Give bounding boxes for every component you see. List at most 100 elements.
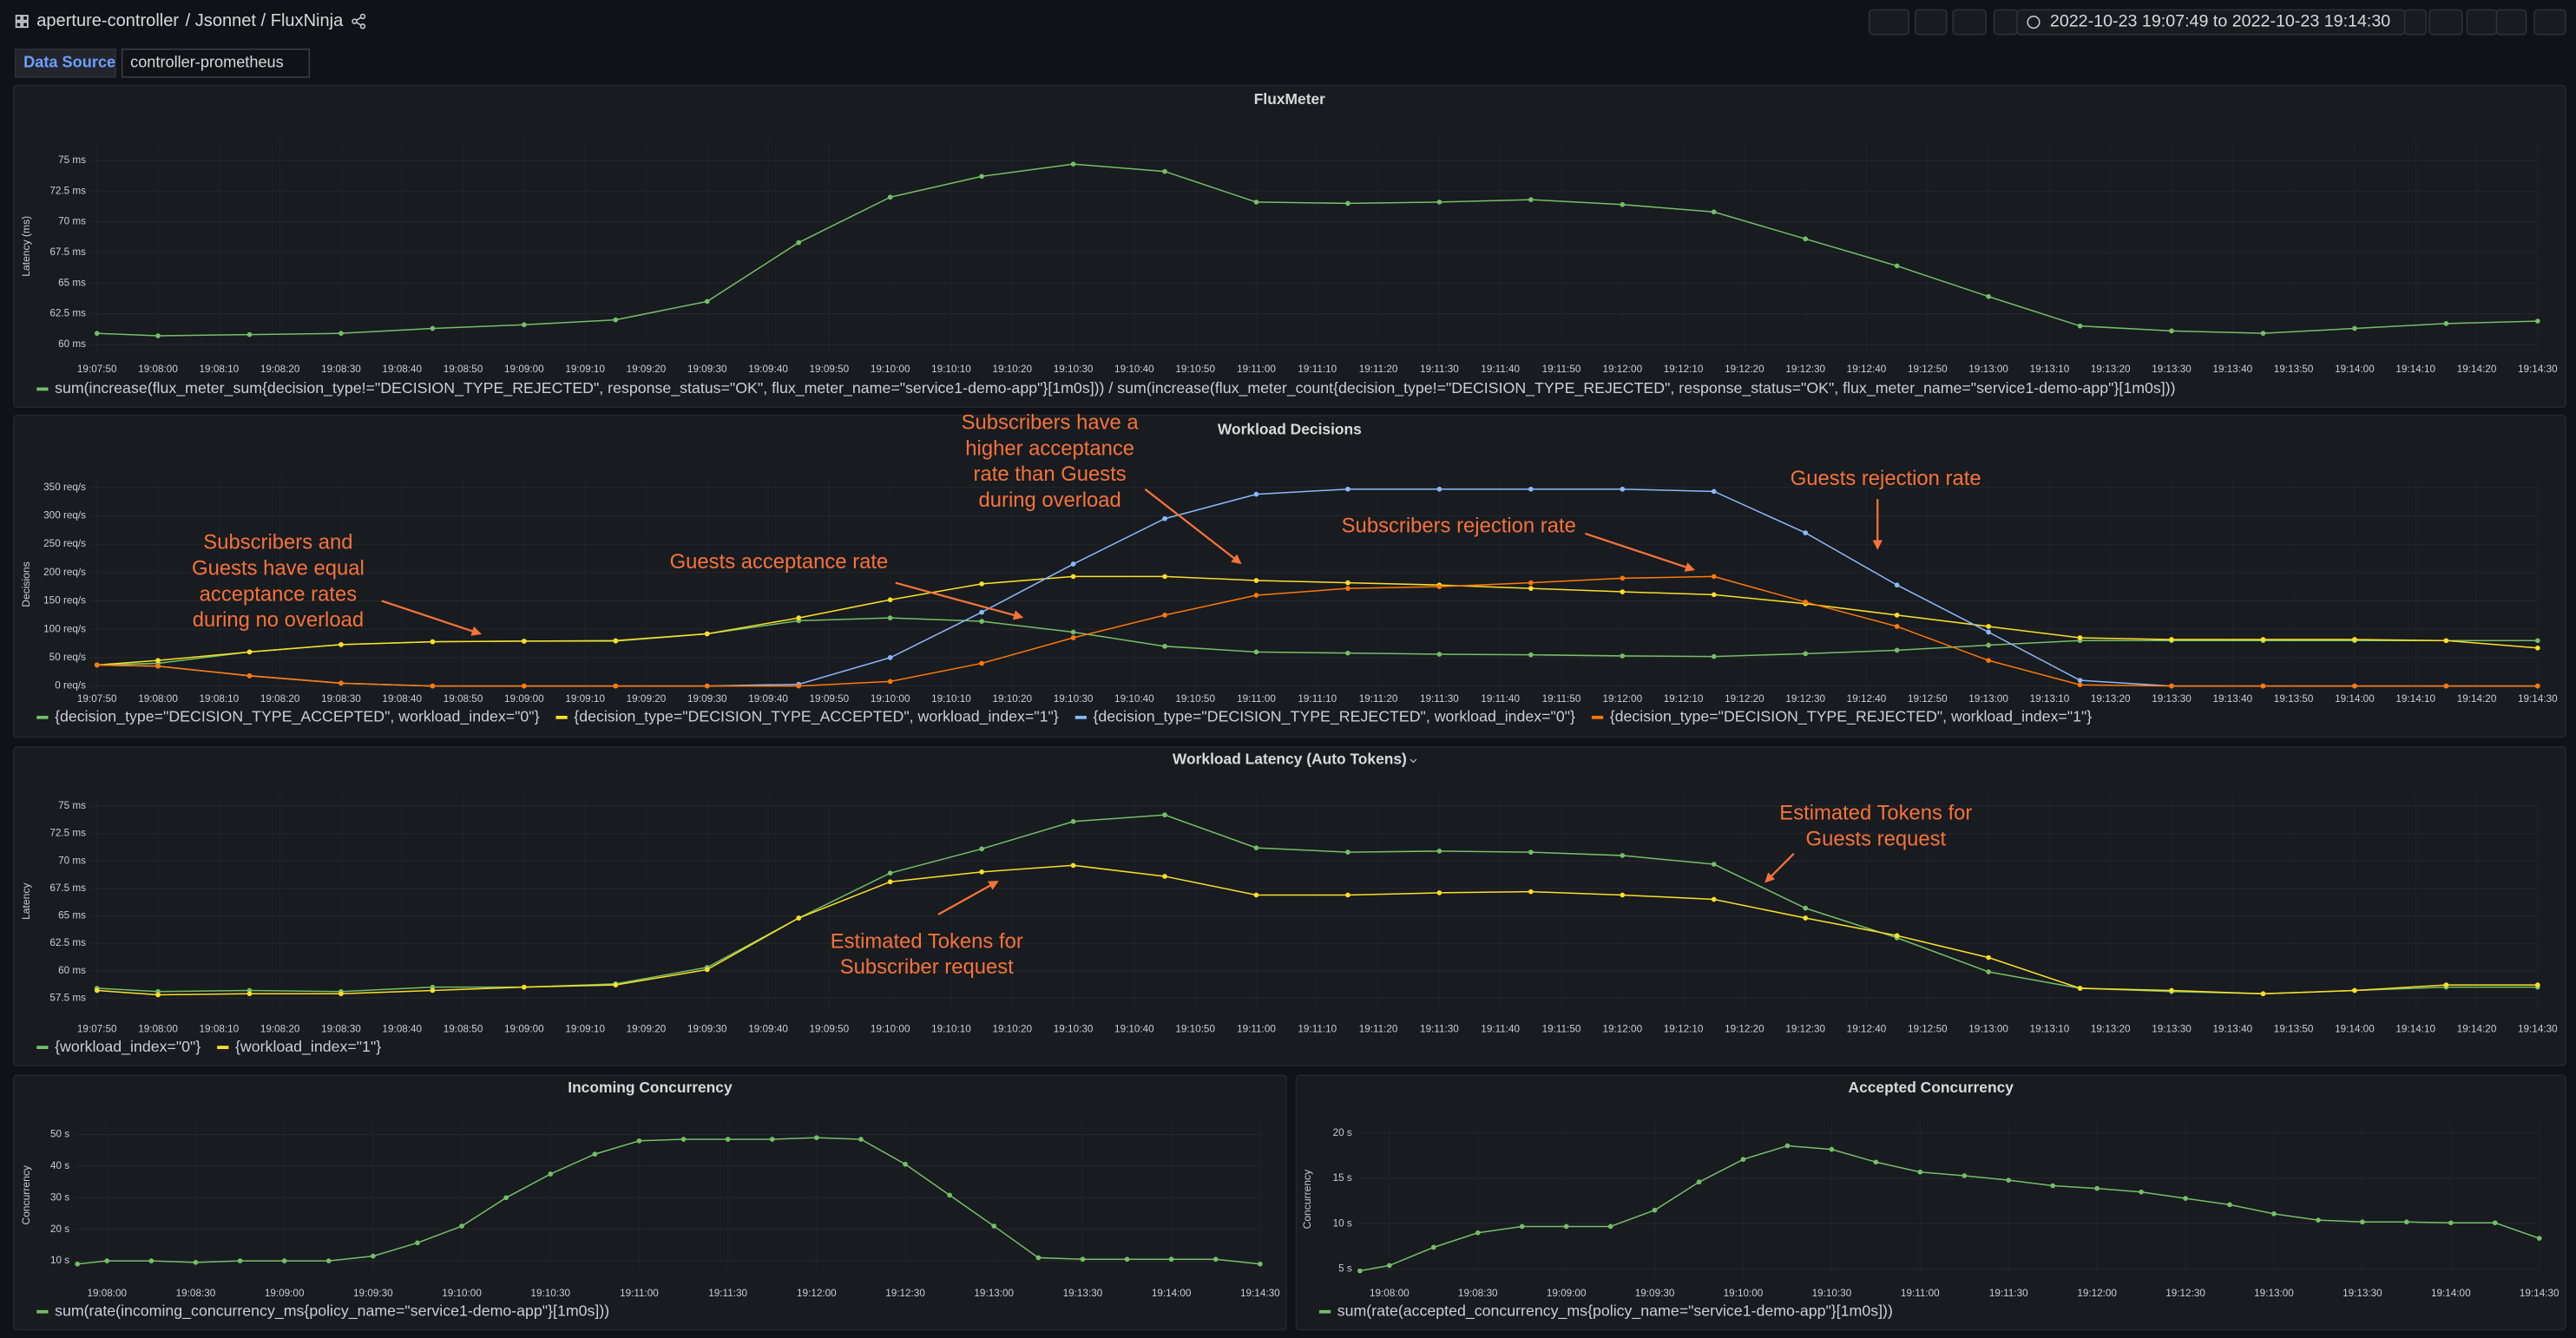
panel-title: Accepted Concurrency: [1849, 1079, 2014, 1096]
x-tick-label: 19:14:00: [2335, 364, 2375, 375]
annotation: during overload: [979, 489, 1121, 512]
x-tick-label: 19:10:00: [871, 693, 910, 705]
x-tick-label: 19:14:30: [2518, 1023, 2558, 1034]
x-tick-label: 19:14:00: [2335, 1023, 2375, 1034]
x-tick-label: 19:08:20: [260, 693, 300, 705]
add-panel-button[interactable]: [1869, 9, 1909, 36]
data-point: [2360, 1219, 2365, 1225]
annotation: Estimated Tokens for: [1779, 802, 1972, 825]
dashboard-name[interactable]: aperture-controller: [36, 11, 179, 30]
x-tick-label: 19:11:30: [708, 1288, 747, 1299]
data-point: [2534, 645, 2540, 651]
x-tick-label: 19:10:20: [992, 1023, 1032, 1034]
data-point: [1829, 1146, 1835, 1152]
zoom-out-button[interactable]: [2428, 9, 2463, 36]
data-point: [1528, 849, 1534, 855]
save-button[interactable]: [1914, 9, 1948, 36]
data-point: [2006, 1177, 2012, 1184]
x-tick-label: 19:13:00: [2254, 1288, 2294, 1299]
time-back-button[interactable]: [1993, 9, 2018, 36]
x-tick-label: 19:11:10: [1298, 693, 1337, 705]
time-forward-button[interactable]: [2403, 9, 2427, 36]
x-tick-label: 19:13:10: [2030, 364, 2070, 375]
data-point: [1080, 1256, 1086, 1263]
data-point: [1257, 1261, 1263, 1267]
x-tick-label: 19:09:10: [565, 364, 605, 375]
x-tick-label: 19:09:30: [1635, 1288, 1675, 1299]
series-line: [96, 575, 2538, 666]
data-point: [1803, 905, 1809, 911]
x-tick-label: 19:09:50: [810, 693, 850, 705]
data-point: [947, 1192, 952, 1198]
panel-menu-chevron: [1410, 758, 1417, 764]
data-point: [155, 333, 161, 338]
x-tick-label: 19:12:40: [1847, 693, 1887, 705]
data-point: [2260, 331, 2266, 337]
data-point: [613, 683, 619, 689]
data-point: [246, 672, 253, 679]
data-point: [1986, 642, 1991, 648]
data-point: [148, 1258, 154, 1263]
x-tick-label: 19:12:50: [1908, 364, 1948, 375]
x-tick-label: 19:10:30: [530, 1288, 570, 1299]
share-icon[interactable]: [352, 13, 366, 30]
x-tick-label: 19:14:10: [2395, 1023, 2435, 1034]
x-tick-label: 19:11:30: [1420, 364, 1459, 375]
grid-icon[interactable]: [15, 15, 29, 29]
refresh-button[interactable]: [2466, 9, 2498, 36]
annotation: Subscriber request: [840, 955, 1014, 979]
data-point: [94, 987, 100, 994]
x-tick-label: 19:13:20: [2091, 693, 2131, 705]
time-range[interactable]: 2022-10-23 19:07:49 to 2022-10-23 19:14:…: [2050, 12, 2390, 31]
annotation: rate than Guests: [974, 462, 1127, 486]
annotation: Guests acceptance rate: [670, 550, 889, 574]
data-point: [2443, 638, 2449, 644]
data-point: [1711, 862, 1717, 867]
x-tick-label: 19:12:50: [1908, 1023, 1948, 1034]
data-point: [415, 1240, 420, 1246]
x-tick-label: 19:10:30: [1812, 1288, 1852, 1299]
legend-label: {workload_index="0"}: [55, 1038, 200, 1056]
data-point: [1803, 651, 1809, 657]
x-tick-label: 19:09:20: [627, 693, 667, 705]
x-tick-label: 19:09:10: [565, 693, 605, 705]
x-tick-label: 19:08:00: [87, 1288, 127, 1299]
data-point: [1986, 624, 1991, 629]
x-tick-label: 19:14:20: [2457, 693, 2497, 705]
x-tick-label: 19:12:20: [1725, 693, 1764, 705]
x-tick-label: 19:11:40: [1481, 1023, 1520, 1034]
x-tick-label: 19:14:30: [2518, 364, 2558, 375]
breadcrumb[interactable]: / Jsonnet / FluxNinja: [186, 11, 344, 30]
annotation: higher acceptance: [965, 436, 1134, 460]
x-tick-label: 19:12:40: [1847, 364, 1887, 375]
y-tick-label: 30 s: [50, 1191, 69, 1203]
y-tick-label: 10 s: [1333, 1217, 1352, 1229]
variable-select[interactable]: [121, 49, 311, 78]
x-tick-label: 19:13:10: [2030, 693, 2070, 705]
x-tick-label: 19:08:10: [200, 364, 240, 375]
data-point: [2260, 683, 2266, 689]
y-tick-label: 150 req/s: [43, 595, 86, 607]
annotation: Subscribers have a: [962, 410, 1140, 434]
annotation-arrow: [381, 600, 482, 636]
x-tick-label: 19:08:50: [444, 364, 483, 375]
x-tick-label: 19:09:30: [687, 1023, 727, 1034]
y-axis-label: Latency (ms): [20, 216, 32, 277]
data-point: [2077, 986, 2083, 991]
y-tick-label: 67.5 ms: [49, 246, 86, 258]
settings-button[interactable]: [1952, 9, 1987, 36]
annotation-arrow: [895, 581, 1024, 620]
x-tick-label: 19:09:40: [748, 1023, 788, 1034]
data-point: [979, 619, 984, 624]
legend-label: sum(increase(flux_meter_sum{decision_typ…: [55, 379, 2175, 397]
data-point: [1607, 1223, 1613, 1230]
refresh-interval-button[interactable]: [2495, 9, 2527, 36]
y-axis-label: Latency: [20, 882, 32, 920]
x-tick-label: 19:11:10: [1298, 364, 1337, 375]
data-point: [1803, 530, 1809, 535]
x-tick-label: 19:12:30: [1785, 1023, 1825, 1034]
variable-value[interactable]: controller-prometheus: [130, 54, 284, 71]
tv-mode-button[interactable]: [2533, 9, 2566, 36]
data-point: [1711, 896, 1717, 902]
